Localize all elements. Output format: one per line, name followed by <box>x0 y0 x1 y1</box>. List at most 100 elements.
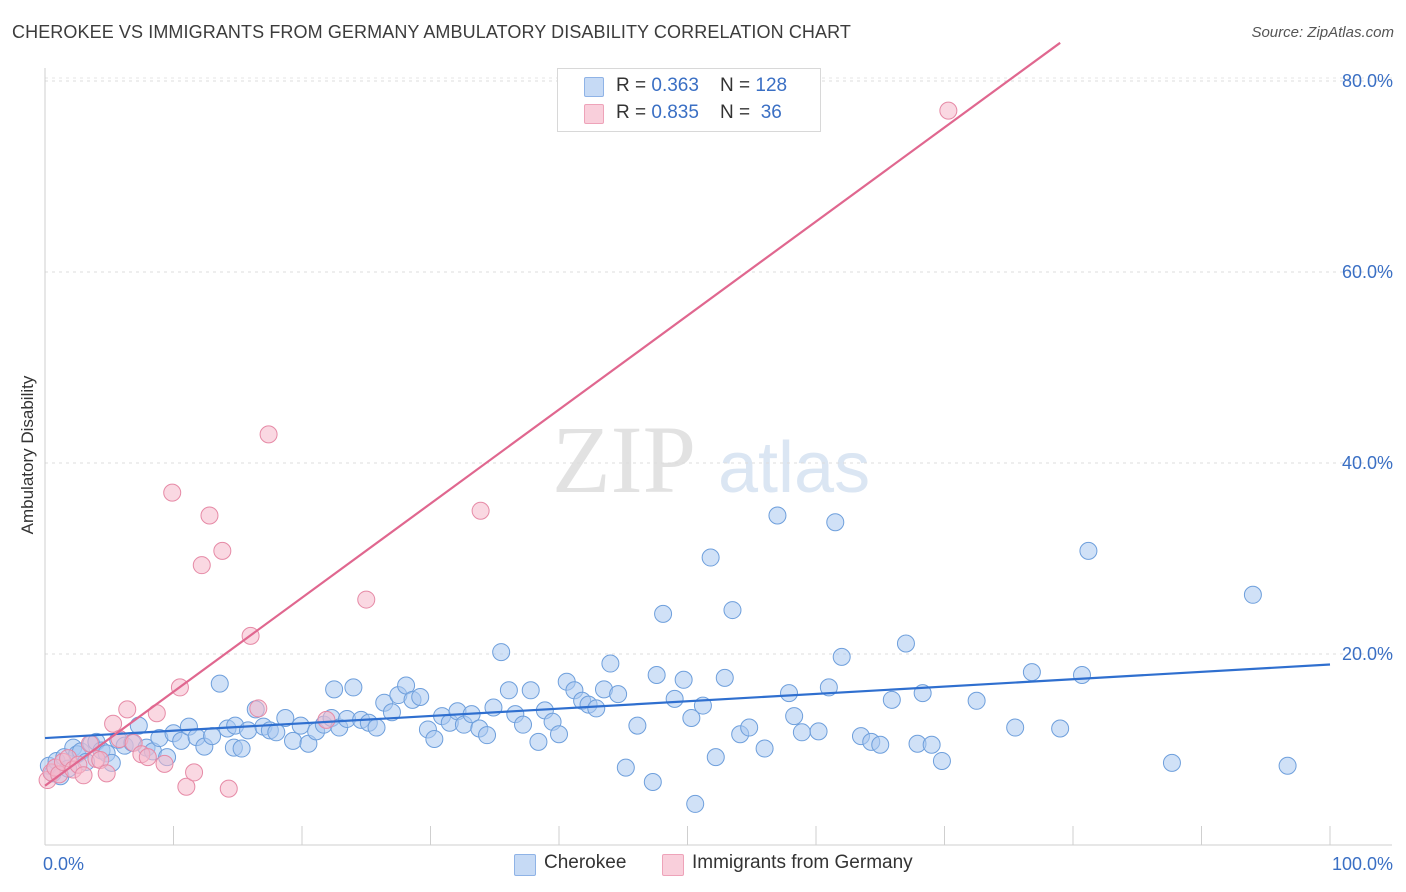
cherokee-point <box>514 715 533 734</box>
cherokee-point <box>819 678 838 697</box>
cherokee-point <box>967 691 986 710</box>
germany-point <box>213 541 232 560</box>
cherokee-point <box>210 674 229 693</box>
cherokee-point <box>792 723 811 742</box>
legend-label-germany: Immigrants from Germany <box>692 852 913 873</box>
cherokee-point <box>628 716 647 735</box>
germany-point <box>74 766 93 785</box>
r-label: R = <box>616 102 652 123</box>
trendline-germany <box>44 41 1061 787</box>
watermark-zip: ZIP <box>552 406 696 513</box>
stats-legend: R = 0.363 N = 128 R = 0.835 N = 36 <box>557 68 821 132</box>
cherokee-point <box>809 722 828 741</box>
cherokee-point <box>932 751 951 770</box>
cherokee-point <box>492 643 511 662</box>
cherokee-point <box>609 685 628 704</box>
cherokee-point <box>291 716 310 735</box>
cherokee-point <box>701 548 720 567</box>
cherokee-point <box>411 687 430 706</box>
cherokee-point <box>1243 585 1262 604</box>
germany-point <box>357 590 376 609</box>
cherokee-point <box>1051 719 1070 738</box>
germany-point <box>471 501 490 520</box>
germany-point <box>192 556 211 575</box>
n-label: N = <box>720 102 756 123</box>
y-tick-label-60: 60.0% <box>1342 262 1393 282</box>
germany-point <box>155 754 174 773</box>
cherokee-point <box>239 721 258 740</box>
cherokee-point <box>1079 541 1098 560</box>
cherokee-point <box>1162 753 1181 772</box>
trendline-cherokee <box>44 663 1331 740</box>
germany-point <box>97 764 116 783</box>
y-tick-label-40: 40.0% <box>1342 453 1393 473</box>
cherokee-point <box>768 506 787 525</box>
y-tick-label-80: 80.0% <box>1342 71 1393 91</box>
germany-point <box>249 699 268 718</box>
cherokee-point <box>871 735 890 754</box>
cherokee-point <box>882 690 901 709</box>
cherokee-point <box>1006 718 1025 737</box>
cherokee-point <box>706 748 725 767</box>
r-value: 0.835 <box>651 102 699 123</box>
cherokee-point <box>499 681 518 700</box>
x-tick-label-100: 100.0% <box>1332 854 1393 874</box>
cherokee-point <box>1072 666 1091 685</box>
germany-point <box>163 483 182 502</box>
cherokee-point <box>521 681 540 700</box>
germany-point <box>200 506 219 525</box>
germany-point <box>185 763 204 782</box>
source-credit: Source: ZipAtlas.com <box>1251 24 1394 41</box>
cherokee-point <box>922 735 941 754</box>
cherokee-point <box>682 708 701 727</box>
cherokee-point <box>587 699 606 718</box>
cherokee-point <box>616 758 635 777</box>
cherokee-point <box>832 647 851 666</box>
legend-label-cherokee: Cherokee <box>544 852 627 873</box>
cherokee-point <box>647 666 666 685</box>
series-legend: Cherokee Immigrants from Germany <box>0 852 1406 878</box>
x-tick-label-0: 0.0% <box>43 854 84 874</box>
germany-point <box>138 748 157 767</box>
cherokee-point <box>643 772 662 791</box>
cherokee-point <box>723 601 742 620</box>
cherokee-point <box>344 678 363 697</box>
cherokee-point <box>674 670 693 689</box>
cherokee-point <box>478 726 497 745</box>
cherokee-point <box>826 513 845 532</box>
n-value: 128 <box>755 75 788 96</box>
cherokee-point <box>654 604 673 623</box>
cherokee-point <box>284 731 303 750</box>
cherokee-point <box>203 727 222 746</box>
cherokee-point <box>367 718 386 737</box>
cherokee-point <box>686 794 705 813</box>
cherokee-point <box>715 668 734 687</box>
cherokee-point <box>785 707 804 726</box>
germany-point <box>177 777 196 796</box>
cherokee-point <box>1278 756 1297 775</box>
cherokee-point <box>232 739 251 758</box>
cherokee-point <box>529 732 548 751</box>
germany-point <box>259 425 278 444</box>
cherokee-point <box>1022 663 1041 682</box>
cherokee-legend-swatch <box>514 854 536 876</box>
cherokee-point <box>601 654 620 673</box>
cherokee-swatch <box>584 77 604 97</box>
germany-swatch <box>584 104 604 124</box>
germany-point <box>219 779 238 798</box>
cherokee-point <box>665 689 684 708</box>
cherokee-point <box>780 684 799 703</box>
chart-title: CHEROKEE VS IMMIGRANTS FROM GERMANY AMBU… <box>12 22 851 42</box>
cherokee-point <box>276 708 295 727</box>
r-label: R = <box>616 75 652 96</box>
cherokee-point <box>740 718 759 737</box>
cherokee-point <box>896 634 915 653</box>
cherokee-point <box>425 729 444 748</box>
cherokee-point <box>550 725 568 744</box>
n-label: N = <box>720 75 756 96</box>
r-value: 0.363 <box>651 75 699 96</box>
n-value: 36 <box>755 102 782 123</box>
germany-point <box>104 714 123 733</box>
germany-legend-swatch <box>662 854 684 876</box>
